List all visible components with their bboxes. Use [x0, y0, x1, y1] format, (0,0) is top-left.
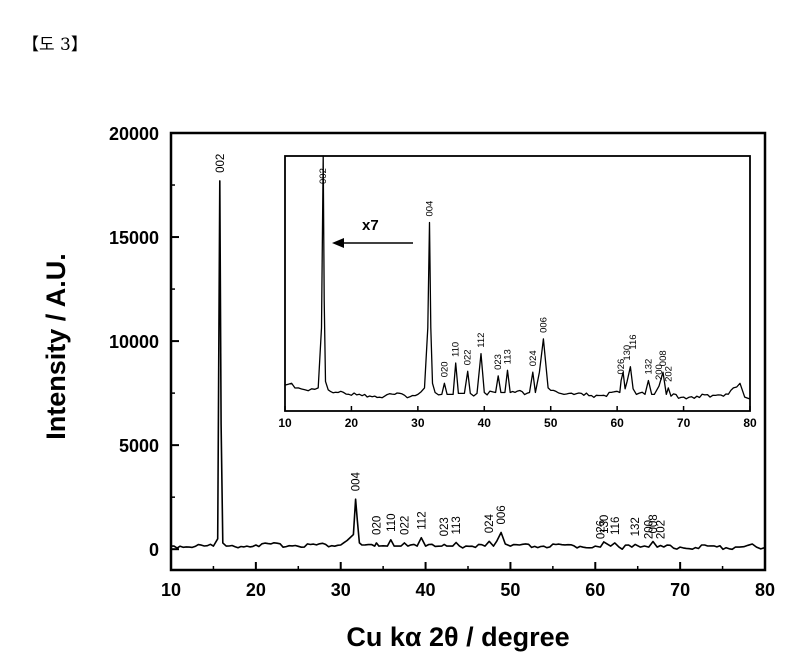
- inset-peak-label: 130: [622, 345, 633, 361]
- inset-peak-label: 004: [424, 201, 435, 217]
- main-peak-label: 006: [496, 505, 508, 524]
- inset-peak-label: 026: [616, 359, 627, 375]
- inset-peak-label: 112: [476, 333, 487, 348]
- inset-x-tick-label: 20: [345, 416, 359, 430]
- inset-peak-label: 113: [503, 349, 514, 364]
- main-peak-label: 116: [610, 517, 622, 535]
- inset-series-line: [284, 155, 751, 400]
- main-x-tick-label: 40: [416, 580, 436, 600]
- inset-x-tick-label: 60: [610, 416, 624, 430]
- main-y-tick-label: 20000: [109, 124, 159, 144]
- main-peak-label: 026: [595, 520, 607, 539]
- main-x-tick-label: 50: [500, 580, 520, 600]
- main-peak-label: 112: [416, 511, 428, 529]
- figure-label: 【도 3】: [22, 35, 88, 55]
- inset-peak-label: 132: [643, 359, 654, 375]
- inset-x-tick-label: 80: [743, 416, 757, 430]
- main-peak-label: 002: [215, 154, 227, 173]
- main-y-tick-label: 10000: [109, 332, 159, 352]
- x7-arrow-head: [332, 238, 344, 248]
- main-x-tick-label: 70: [670, 580, 690, 600]
- main-peak-label: 113: [451, 516, 463, 534]
- main-x-tick-label: 60: [585, 580, 605, 600]
- main-peak-label: 004: [351, 471, 363, 491]
- main-x-tick-label: 20: [246, 580, 266, 600]
- main-peak-label: 200: [644, 520, 656, 539]
- main-x-tick-label: 30: [331, 580, 351, 600]
- inset-peak-label: 002: [318, 168, 329, 184]
- main-y-axis-title: Intensity / A.U.: [41, 253, 71, 440]
- inset-peak-label: 006: [538, 317, 549, 333]
- inset-peak-label: 023: [493, 354, 504, 370]
- main-y-tick-label: 0: [149, 540, 159, 560]
- inset-x-tick-label: 10: [278, 416, 292, 430]
- main-peak-label: 008: [648, 514, 660, 533]
- main-series-line: [171, 180, 766, 551]
- main-peak-label: 023: [439, 517, 451, 536]
- main-x-tick-label: 80: [755, 580, 775, 600]
- inset-peak-label: 202: [663, 366, 674, 382]
- main-peak-label: 024: [484, 513, 496, 533]
- inset-x-tick-label: 70: [677, 416, 691, 430]
- inset-peak-label: 116: [628, 334, 639, 349]
- main-peak-label: 110: [386, 513, 398, 531]
- inset-peak-label: 200: [654, 364, 665, 380]
- main-y-tick-label: 15000: [109, 228, 159, 248]
- main-y-tick-label: 5000: [119, 436, 159, 456]
- main-x-axis-title: Cu kα 2θ / degree: [346, 622, 569, 652]
- main-peak-label: 020: [371, 516, 383, 535]
- inset-peak-label: 022: [463, 349, 474, 365]
- main-peak-label: 132: [630, 517, 642, 536]
- main-peak-label: 022: [399, 516, 411, 535]
- inset-peak-label: 008: [658, 350, 669, 366]
- main-peak-label: 130: [599, 515, 611, 534]
- inset-peak-label: 024: [528, 350, 539, 366]
- inset-peak-label: 020: [439, 361, 450, 377]
- inset-x-tick-label: 40: [478, 416, 492, 430]
- inset-peak-label: 110: [451, 342, 462, 357]
- main-peak-label: 202: [656, 520, 668, 539]
- inset-x-tick-label: 50: [544, 416, 558, 430]
- inset-x-tick-label: 30: [411, 416, 425, 430]
- x7-annotation: x7: [362, 217, 379, 234]
- inset-plot-frame: [284, 155, 751, 412]
- main-x-tick-label: 10: [161, 580, 181, 600]
